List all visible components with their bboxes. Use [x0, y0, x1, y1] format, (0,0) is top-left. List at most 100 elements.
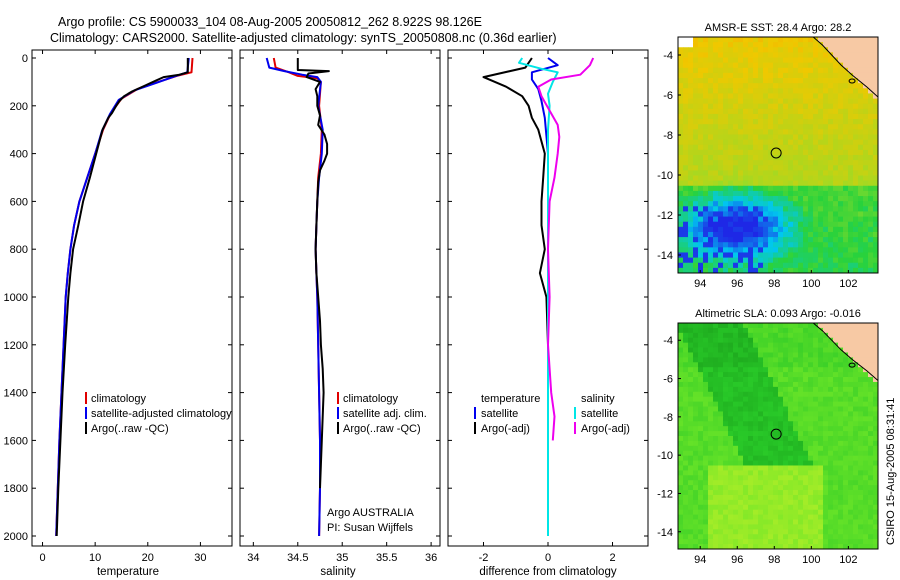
- sla-map-cell: [798, 347, 804, 353]
- sla-map-cell: [818, 396, 824, 403]
- sst-map-cell: [808, 196, 814, 202]
- sla-map-cell: [778, 519, 784, 525]
- sst-map-cell: [798, 231, 804, 238]
- sst-map-cell: [833, 93, 839, 99]
- sla-map-cell: [773, 494, 779, 501]
- sst-xtick-label: 100: [802, 278, 820, 290]
- sst-map-cell: [833, 247, 839, 253]
- sst-map-cell: [698, 72, 704, 79]
- sst-map-cell: [773, 129, 779, 135]
- sst-map-cell: [758, 190, 764, 197]
- sla-map-cell: [793, 367, 799, 373]
- sla-map-cell: [763, 391, 769, 398]
- difference-profile-chart: -2 0 2 difference from climatology tempera…: [447, 49, 649, 578]
- sst-map-cell: [853, 226, 859, 233]
- sla-map-cell: [738, 327, 744, 334]
- sst-map-cell: [703, 175, 709, 182]
- sst-map-cell: [868, 226, 874, 233]
- sst-map-cell: [748, 170, 754, 176]
- sst-map-cell: [838, 47, 844, 53]
- sla-map-cell: [838, 490, 844, 496]
- sst-map-cell: [818, 211, 824, 217]
- sst-map-cell: [763, 67, 769, 74]
- sst-map-cell: [818, 196, 824, 202]
- sla-map-cell: [733, 544, 739, 549]
- sst-map-cell: [748, 78, 754, 84]
- sst-map-cell: [718, 144, 724, 151]
- sst-map-cell: [828, 139, 834, 146]
- sst-map-cell: [698, 88, 704, 94]
- sst-map-cell: [808, 88, 814, 94]
- sst-map-cell: [708, 216, 714, 223]
- sst-map-cell: [743, 211, 749, 217]
- sst-map-cell: [703, 237, 709, 243]
- sst-map-cell: [798, 144, 804, 151]
- sst-map-cell: [708, 108, 714, 115]
- sst-map-cell: [863, 267, 869, 273]
- sst-map-cell: [773, 52, 779, 58]
- sst-map-cell: [723, 155, 729, 161]
- sla-map-cell: [763, 485, 769, 491]
- sla-map-cell: [683, 367, 689, 373]
- sst-map-cell: [713, 67, 719, 74]
- sst-map-cell: [728, 216, 734, 223]
- sla-map-cell: [768, 470, 774, 476]
- sst-map-cell: [823, 72, 829, 79]
- sla-map-cell: [823, 332, 829, 339]
- sla-map-cell: [838, 337, 844, 344]
- sla-map-cell: [688, 327, 694, 334]
- sst-map-cell: [723, 170, 729, 176]
- sst-map-cell: [858, 175, 864, 182]
- sst-map-cell: [748, 72, 754, 79]
- sst-map-cell: [833, 180, 839, 187]
- sst-map-cell: [803, 129, 809, 135]
- sla-map-cell: [713, 494, 719, 501]
- sst-map-cell: [818, 124, 824, 130]
- sst-map-cell: [873, 57, 878, 64]
- sla-map-cell: [713, 480, 719, 486]
- sla-map-cell: [873, 509, 878, 516]
- sst-map-cell: [718, 129, 724, 135]
- sla-map-cell: [693, 455, 699, 461]
- sst-map-cell: [728, 201, 734, 207]
- sst-map-cell: [843, 267, 849, 273]
- sst-map-cell: [678, 103, 684, 110]
- sla-map-cell: [848, 362, 854, 368]
- sla-map-cell: [738, 529, 744, 535]
- sst-map-cell: [868, 155, 874, 161]
- sla-map-cell: [823, 352, 829, 358]
- sla-map-cell: [788, 431, 794, 437]
- sla-map-cell: [733, 406, 739, 412]
- sst-map-cell: [868, 160, 874, 166]
- sla-map-cell: [788, 391, 794, 398]
- sst-map-cell: [763, 83, 769, 89]
- sst-map-cell: [868, 62, 874, 69]
- sst-map-cell: [718, 93, 724, 99]
- sla-map-cell: [693, 490, 699, 496]
- sst-map-cell: [803, 47, 809, 53]
- sst-map-cell: [703, 52, 709, 58]
- sla-map-cell: [848, 357, 854, 363]
- sst-map-cell: [783, 170, 789, 176]
- sst-map-cell: [728, 98, 734, 105]
- sst-map-cell: [728, 52, 734, 58]
- sst-map-cell: [863, 221, 869, 228]
- sst-map-cell: [798, 216, 804, 223]
- sla-map-cell: [688, 337, 694, 344]
- sst-map-cell: [768, 37, 774, 43]
- sst-map-cell: [698, 57, 704, 64]
- sst-map-cell: [873, 124, 878, 130]
- sla-map-cell: [693, 480, 699, 486]
- sst-map-cell: [698, 37, 704, 43]
- sst-map-cell: [688, 247, 694, 253]
- sla-map-cell: [723, 514, 729, 520]
- sla-map-cell: [838, 386, 844, 393]
- sst-map-cell: [808, 216, 814, 223]
- sst-map-cell: [723, 72, 729, 79]
- sst-map-cell: [713, 47, 719, 53]
- sst-map-cell: [833, 196, 839, 202]
- sst-map-cell: [748, 108, 754, 115]
- sst-map-cell: [753, 155, 759, 161]
- sla-map-cell: [788, 485, 794, 491]
- sst-map-cell: [853, 206, 859, 212]
